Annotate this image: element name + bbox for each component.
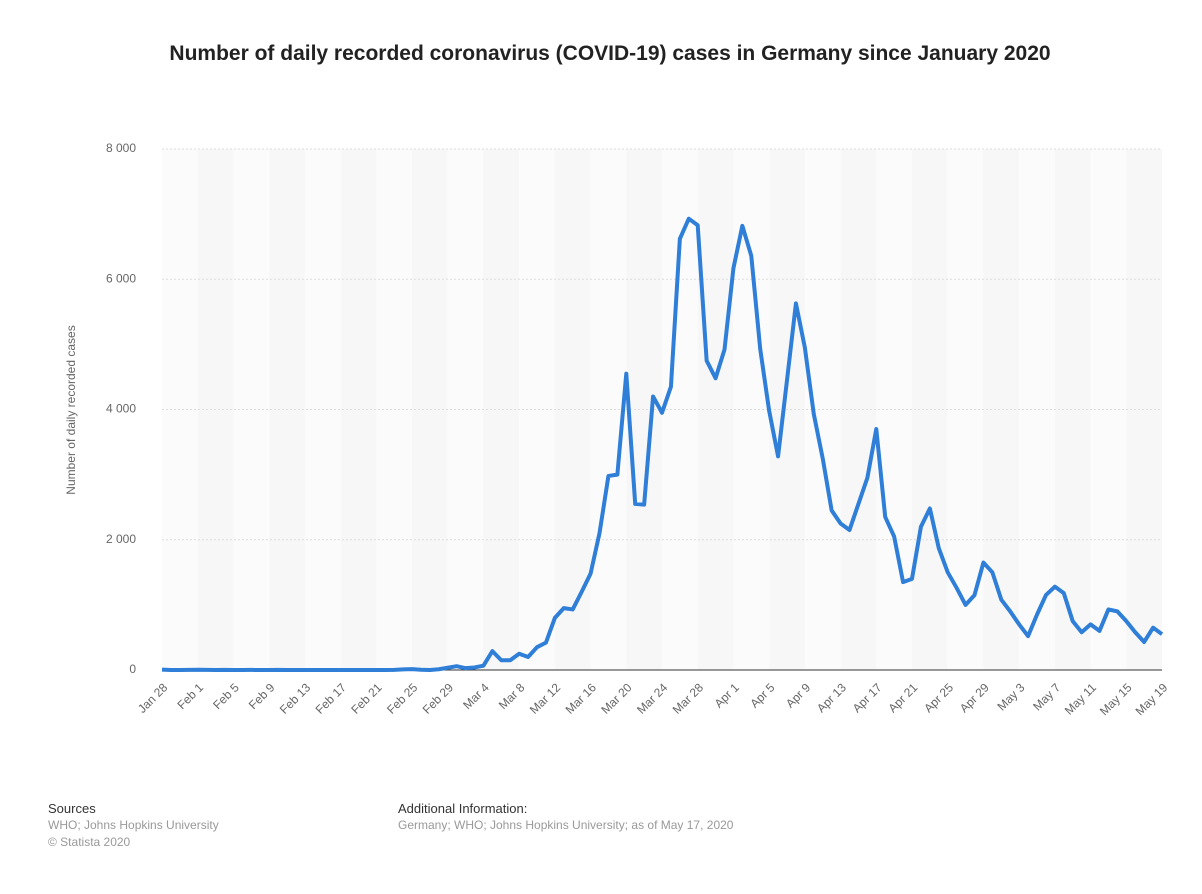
y-tick-label: 4 000 <box>106 402 136 416</box>
plot-band <box>912 149 948 670</box>
x-tick-label: Mar 24 <box>634 680 671 717</box>
x-tick-label: Mar 8 <box>496 680 528 712</box>
source-line: © Statista 2020 <box>48 835 131 849</box>
y-tick-label: 2 000 <box>106 532 136 546</box>
y-tick-label: 8 000 <box>106 141 136 155</box>
plot-band <box>1019 149 1055 670</box>
x-tick-label: Mar 16 <box>563 680 600 717</box>
chart-title: Number of daily recorded coronavirus (CO… <box>169 42 1051 65</box>
info-title: Additional Information: <box>398 801 528 816</box>
x-tick-label: Jan 28 <box>135 680 171 716</box>
x-tick-label: Feb 17 <box>313 680 350 717</box>
source-line: WHO; Johns Hopkins University <box>48 818 219 832</box>
chart: Number of daily recorded cases 0 2 000 4 0… <box>64 141 1171 718</box>
y-tick-label: 6 000 <box>106 271 136 285</box>
plot-band <box>626 149 662 670</box>
x-tick-label: Apr 13 <box>814 680 849 715</box>
x-tick-label: Feb 29 <box>420 680 457 717</box>
x-tick-label: Feb 13 <box>277 680 314 717</box>
x-tick-label: May 19 <box>1133 680 1171 718</box>
plot-band <box>590 149 627 670</box>
sources-title: Sources <box>48 801 96 816</box>
x-tick-label: Apr 25 <box>921 680 956 715</box>
x-tick-label: Mar 20 <box>598 680 635 717</box>
x-tick-label: Feb 5 <box>210 680 242 712</box>
x-tick-label: Feb 21 <box>348 680 385 717</box>
plot-band <box>1054 149 1091 670</box>
plot-band <box>1090 149 1127 670</box>
x-tick-label: May 11 <box>1062 680 1099 717</box>
sources: Sources WHO; Johns Hopkins University © … <box>48 800 219 851</box>
x-tick-label: Mar 12 <box>527 680 564 717</box>
x-tick-label: Feb 9 <box>246 680 278 712</box>
plot-band <box>447 149 484 670</box>
x-tick-label: Apr 21 <box>885 680 920 715</box>
plot-band <box>519 149 555 670</box>
plot-band <box>983 149 1020 670</box>
x-tick-label: Apr 5 <box>747 680 777 710</box>
x-tick-label: Apr 9 <box>783 680 813 710</box>
x-tick-label: Apr 1 <box>712 680 742 710</box>
data-line <box>161 216 1164 672</box>
additional-info: Additional Information: Germany; WHO; Jo… <box>398 800 733 834</box>
x-tick-label: Mar 4 <box>460 680 492 712</box>
info-line: Germany; WHO; Johns Hopkins University; … <box>398 818 734 832</box>
plot-band <box>554 149 591 670</box>
x-tick-label: Apr 29 <box>957 680 992 715</box>
plot-band <box>412 149 448 670</box>
plot-band <box>483 149 520 670</box>
x-tick-label: Apr 17 <box>850 680 885 715</box>
x-tick-label: May 3 <box>994 680 1027 713</box>
x-tick-label: May 7 <box>1030 680 1063 713</box>
x-tick-label: May 15 <box>1097 680 1135 718</box>
x-tick-label: Feb 1 <box>174 680 206 712</box>
y-axis-label: Number of daily recorded cases <box>64 325 78 494</box>
x-tick-label: Feb 25 <box>384 680 421 717</box>
y-tick-label: 0 <box>129 662 136 676</box>
plot-band <box>1126 149 1162 670</box>
x-tick-label: Mar 28 <box>670 680 707 717</box>
